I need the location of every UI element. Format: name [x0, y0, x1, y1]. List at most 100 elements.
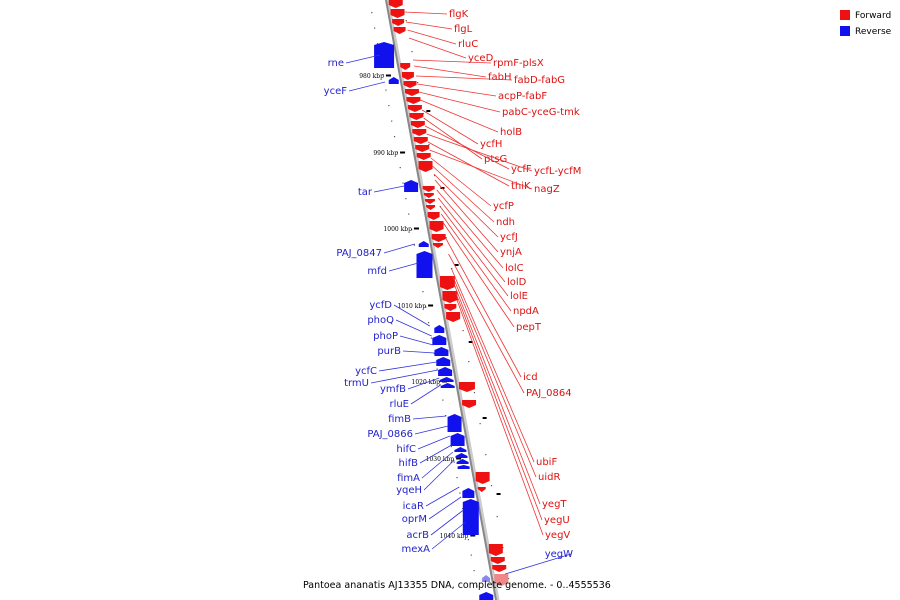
reverse-gene — [439, 377, 454, 382]
label-leader-reverse — [428, 496, 462, 520]
backbone-dot — [405, 198, 407, 200]
forward-gene — [490, 557, 505, 564]
backbone-dot — [507, 578, 510, 580]
gene-label-phop: phoP — [373, 331, 398, 342]
backbone-dot — [473, 570, 475, 572]
gene-label-pept: pepT — [516, 322, 542, 333]
gene-label-paj-0866: PAJ_0866 — [367, 429, 413, 440]
backbone-dot — [450, 446, 452, 448]
gene-label-rne: rne — [328, 58, 344, 69]
label-leader-reverse — [388, 262, 419, 272]
forward-gene — [410, 121, 425, 128]
forward-gene — [403, 81, 417, 88]
scale-tick — [470, 534, 476, 537]
gene-label-yced: yceD — [468, 53, 494, 64]
backbone-dot — [374, 27, 376, 29]
label-leader-forward — [424, 125, 510, 170]
forward-gene — [426, 205, 436, 210]
label-leader-forward — [412, 59, 492, 64]
gene-label-flgk: flgK — [449, 9, 469, 20]
backbone-dot — [408, 213, 410, 215]
gene-label-paj-0864: PAJ_0864 — [526, 388, 572, 399]
backbone-dot — [445, 415, 447, 417]
forward-gene — [444, 304, 457, 311]
gene-label-acrb: acrB — [406, 530, 429, 541]
reverse-gene — [462, 499, 479, 535]
label-leader-forward — [440, 213, 512, 312]
backbone-dot — [391, 120, 393, 122]
gene-label-ycfj: ycfJ — [500, 232, 518, 243]
scale-tick — [456, 457, 462, 460]
backbone-dot — [417, 82, 419, 84]
label-leader-reverse — [431, 521, 466, 550]
reverse-gene — [438, 367, 453, 376]
gene-label-yegw: yegW — [545, 549, 573, 560]
scale-tick — [413, 227, 419, 230]
gene-label-fabh: fabH — [488, 72, 512, 83]
backbone-dot — [439, 384, 441, 386]
forward-gene — [422, 186, 435, 192]
forward-gene — [488, 544, 503, 556]
forward-gene — [424, 199, 435, 204]
backbone-dot — [456, 477, 458, 479]
gene-label-icd: icd — [523, 372, 538, 383]
backbone-dot — [462, 508, 464, 510]
label-leader-forward — [421, 109, 479, 145]
reverse-gene — [388, 77, 399, 84]
forward-gene — [431, 234, 446, 242]
backbone-dot — [433, 353, 435, 355]
gene-label-rlue: rluE — [389, 399, 409, 410]
backbone-dot — [496, 516, 498, 518]
reverse-gene — [418, 241, 429, 247]
label-leader-forward — [429, 149, 533, 190]
label-leader-reverse — [399, 335, 434, 346]
legend-reverse-swatch — [840, 26, 850, 36]
gene-label-phoq: phoQ — [367, 315, 394, 326]
gene-label-flgl: flgL — [454, 24, 473, 35]
label-leader-forward — [408, 37, 467, 59]
gene-label-rpmf-plsx: rpmF-plsX — [493, 58, 544, 69]
label-leader-forward — [434, 179, 499, 253]
scale-label: 1010 kbp — [398, 303, 427, 310]
reverse-gene — [374, 42, 395, 68]
label-leader-reverse — [402, 350, 435, 354]
gene-label-tar: tar — [358, 187, 373, 198]
label-leader-forward — [430, 157, 492, 207]
backbone-dot — [462, 330, 464, 332]
reverse-gene — [457, 465, 470, 469]
forward-gene — [475, 472, 490, 484]
label-leader-forward — [426, 133, 533, 172]
label-leader-forward — [417, 83, 497, 97]
legend-reverse-label: Reverse — [855, 27, 892, 37]
backbone-dot — [434, 175, 436, 177]
legend-forward-swatch — [840, 10, 850, 20]
forward-gene — [416, 153, 431, 160]
reverse-gene — [447, 414, 462, 432]
forward-gene — [462, 400, 477, 408]
reverse-gene — [454, 447, 467, 452]
gene-label-ymfb: ymfB — [380, 384, 406, 395]
gene-label-purb: purB — [377, 346, 401, 357]
legend-forward-label: Forward — [855, 11, 891, 21]
label-leader-forward — [427, 141, 510, 187]
scale-tick — [385, 74, 391, 77]
forward-gene — [492, 565, 507, 572]
label-leader-reverse — [425, 486, 460, 507]
forward-gene — [400, 63, 411, 70]
backbone-dot — [388, 105, 390, 107]
label-leader-reverse — [414, 425, 449, 435]
label-leader-forward — [433, 173, 499, 238]
minor-tick — [468, 341, 473, 343]
scale-tick — [400, 151, 406, 154]
scale-label: 990 kbp — [373, 150, 398, 157]
label-leader-forward — [420, 99, 499, 133]
forward-gene — [390, 9, 405, 18]
minor-tick — [454, 264, 459, 266]
backbone-dot — [410, 229, 413, 231]
backbone-dot — [405, 20, 407, 22]
gene-label-lole: lolE — [510, 291, 528, 302]
gene-label-yegv: yegV — [545, 530, 570, 541]
gene-label-ycfd: ycfD — [369, 300, 392, 311]
backbone-dot — [399, 167, 401, 169]
backbone-dot — [422, 291, 424, 293]
